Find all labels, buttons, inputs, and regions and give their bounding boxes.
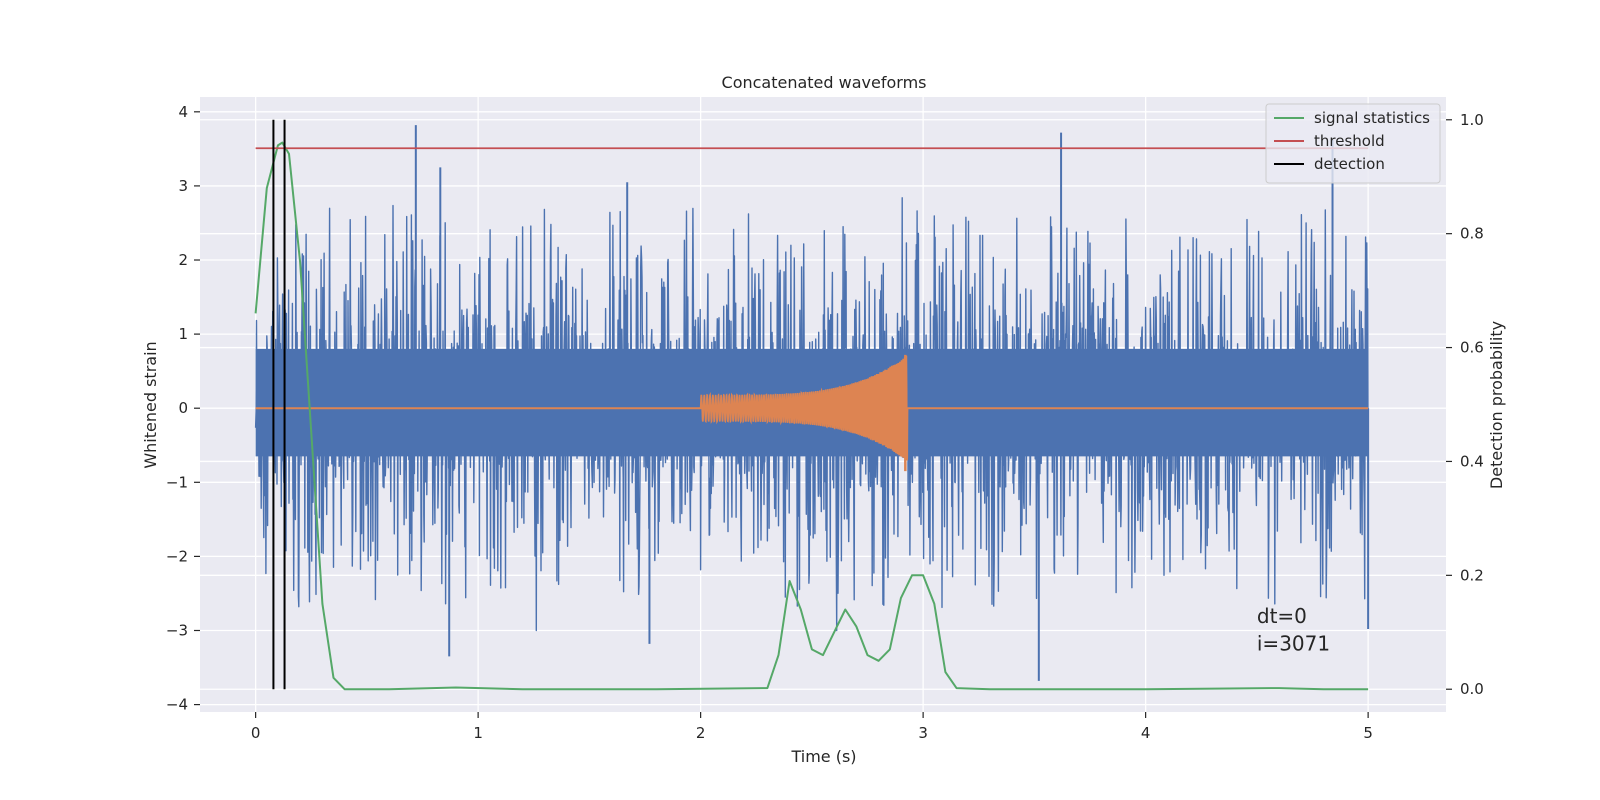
y-tick-label: 1: [178, 325, 188, 343]
y-tick-label: −3: [166, 621, 188, 639]
legend: signal statistics threshold detection: [1265, 103, 1441, 184]
series-chirp: [255, 354, 1369, 472]
y-tick-label: −4: [166, 696, 188, 714]
y-tick-label: 0: [178, 399, 188, 417]
axes: 0 1 2 3 4 5 −4 −3 −2 −1 0 1 2 3 4 0.0 0.2 0.4 0.6 0.8 1.0: [166, 103, 1484, 742]
x-tick-label: 2: [696, 724, 706, 742]
y2-tick-label: 0.8: [1460, 225, 1484, 243]
y2-tick-label: 0.6: [1460, 339, 1484, 357]
y-tick-label: 3: [178, 177, 188, 195]
y2-tick-label: 1.0: [1460, 111, 1484, 129]
signal-statistics-line: [254, 141, 1369, 691]
annotation-text: i=3071: [1257, 632, 1330, 656]
chart-title: Concatenated waveforms: [722, 73, 927, 92]
y2-tick-label: 0.4: [1460, 452, 1484, 470]
x-tick-label: 0: [251, 724, 261, 742]
legend-label: signal statistics: [1314, 109, 1430, 127]
y-tick-label: 2: [178, 251, 188, 269]
y-tick-label: −1: [166, 473, 188, 491]
legend-label: detection: [1314, 155, 1385, 173]
y2-axis-label: Detection probability: [1487, 321, 1506, 489]
x-tick-label: 5: [1363, 724, 1373, 742]
y2-tick-label: 0.0: [1460, 680, 1484, 698]
annotations: dt=0 i=3071: [1257, 604, 1330, 655]
x-axis-label: Time (s): [790, 747, 856, 766]
chirp-line: [699, 355, 909, 461]
x-tick-label: 4: [1141, 724, 1151, 742]
y-tick-label: 4: [178, 103, 188, 121]
y2-tick-label: 0.2: [1460, 566, 1484, 584]
plot-content: [254, 119, 1370, 691]
x-tick-label: 3: [918, 724, 928, 742]
y-axis-label: Whitened strain: [141, 341, 160, 468]
x-tick-label: 1: [473, 724, 483, 742]
legend-box: [1265, 103, 1441, 184]
legend-label: threshold: [1314, 132, 1385, 150]
annotation-text: dt=0: [1257, 604, 1307, 628]
y-tick-label: −2: [166, 547, 188, 565]
